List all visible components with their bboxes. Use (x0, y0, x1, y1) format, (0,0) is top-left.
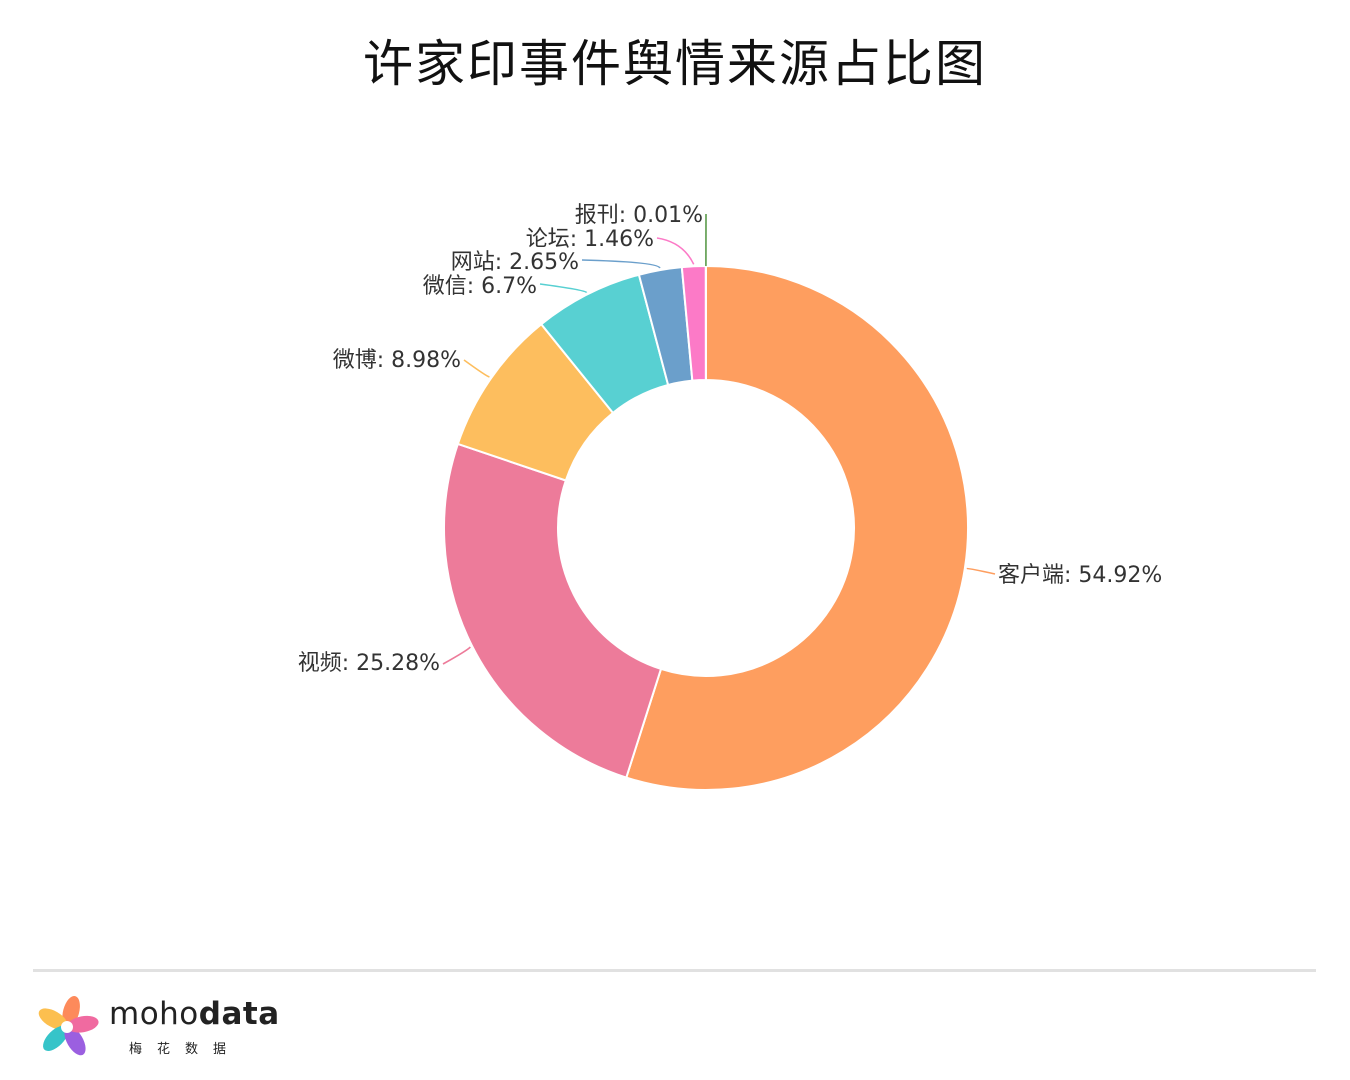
footer-divider (33, 969, 1316, 972)
leader-line-6 (656, 237, 695, 265)
slice-2 (443, 442, 663, 779)
pinwheel-logo-icon (38, 995, 99, 1056)
slice-1 (625, 264, 969, 791)
leader-line-1 (966, 567, 996, 575)
slice-label-5: 网站: 2.65% (451, 250, 579, 275)
donut-chart: 客户端: 54.92% 视频: 25.28% 微博: 8.98% 微信: 6.7%网站… (298, 203, 1163, 791)
slice-label-1: 客户端: 54.92% (998, 563, 1162, 588)
leader-line-2 (442, 646, 471, 665)
slice-label-2: 视频: 25.28% (298, 651, 440, 676)
brand-subtitle: 梅花数据 (129, 1042, 242, 1057)
slices-group (443, 264, 969, 791)
leader-line-4 (539, 283, 588, 294)
slice-label-3: 微博: 8.98% (333, 348, 461, 373)
slice-label-4: 微信: 6.7% (423, 274, 537, 299)
chart-title: 许家印事件舆情来源占比图 (363, 35, 987, 93)
brand-light: moho (109, 996, 199, 1032)
brand-wordmark: mohodata (109, 996, 280, 1032)
slice-label-6: 论坛: 1.46% (526, 227, 654, 252)
slice-labels-group: 客户端: 54.92% 视频: 25.28% 微博: 8.98% 微信: 6.7%网站… (298, 203, 1163, 676)
slice-label-7: 报刊: 0.01% (575, 203, 703, 228)
mohodata-logo: mohodata 梅花数据 (33, 994, 293, 1060)
leader-line-5 (581, 259, 661, 269)
leader-lines-group (442, 214, 996, 665)
brand-bold: data (198, 996, 280, 1032)
leader-line-3 (463, 359, 490, 378)
